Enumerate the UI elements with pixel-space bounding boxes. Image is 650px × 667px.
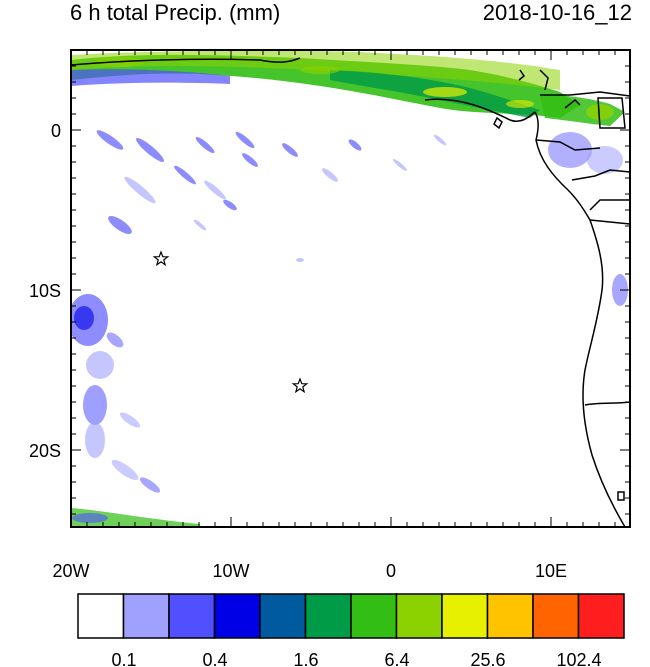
coastlines [71, 57, 630, 527]
precip-scattered-showers [96, 130, 362, 235]
colorbar-label: 1.6 [293, 650, 318, 667]
axis-ticks [70, 50, 630, 527]
colorbar-swatch [168, 593, 216, 639]
star-marker-2 [291, 377, 309, 394]
precip-band-north [71, 50, 625, 174]
colorbar-swatch [577, 593, 625, 639]
colorbar-label: 25.6 [470, 650, 505, 667]
lat-label-0: 0 [51, 121, 61, 141]
colorbar-label: 6.4 [384, 650, 409, 667]
colorbar [77, 593, 625, 639]
star-marker-1 [152, 250, 170, 267]
colorbar-swatch [350, 593, 398, 639]
precip-west-edge [71, 274, 628, 527]
colorbar-label: 102.4 [556, 650, 601, 667]
colorbar-label: 0.4 [202, 650, 227, 667]
map-background [71, 50, 630, 527]
colorbar-swatch [213, 593, 261, 639]
colorbar-swatch [532, 593, 580, 639]
colorbar-swatch [122, 593, 170, 639]
map-title: 6 h total Precip. (mm) [70, 0, 281, 25]
colorbar-swatch [395, 593, 443, 639]
lon-label-0: 0 [386, 561, 396, 581]
precip-light-showers [124, 134, 447, 262]
lon-label-10e: 10E [535, 561, 567, 581]
colorbar-swatch [259, 593, 307, 639]
lon-label-20w: 20W [52, 561, 89, 581]
colorbar-swatch [304, 593, 352, 639]
colorbar-label: 0.1 [111, 650, 136, 667]
map-frame [70, 49, 631, 528]
colorbar-labels: 0.1 0.4 1.6 6.4 25.6 102.4 [111, 650, 601, 667]
lat-label-10s: 10S [29, 281, 61, 301]
colorbar-swatch [441, 593, 489, 639]
lon-label-10w: 10W [212, 561, 249, 581]
lat-label-20s: 20S [29, 441, 61, 461]
colorbar-swatch [486, 593, 534, 639]
colorbar-swatch [77, 593, 125, 639]
map-datetime: 2018-10-16_12 [482, 0, 632, 25]
